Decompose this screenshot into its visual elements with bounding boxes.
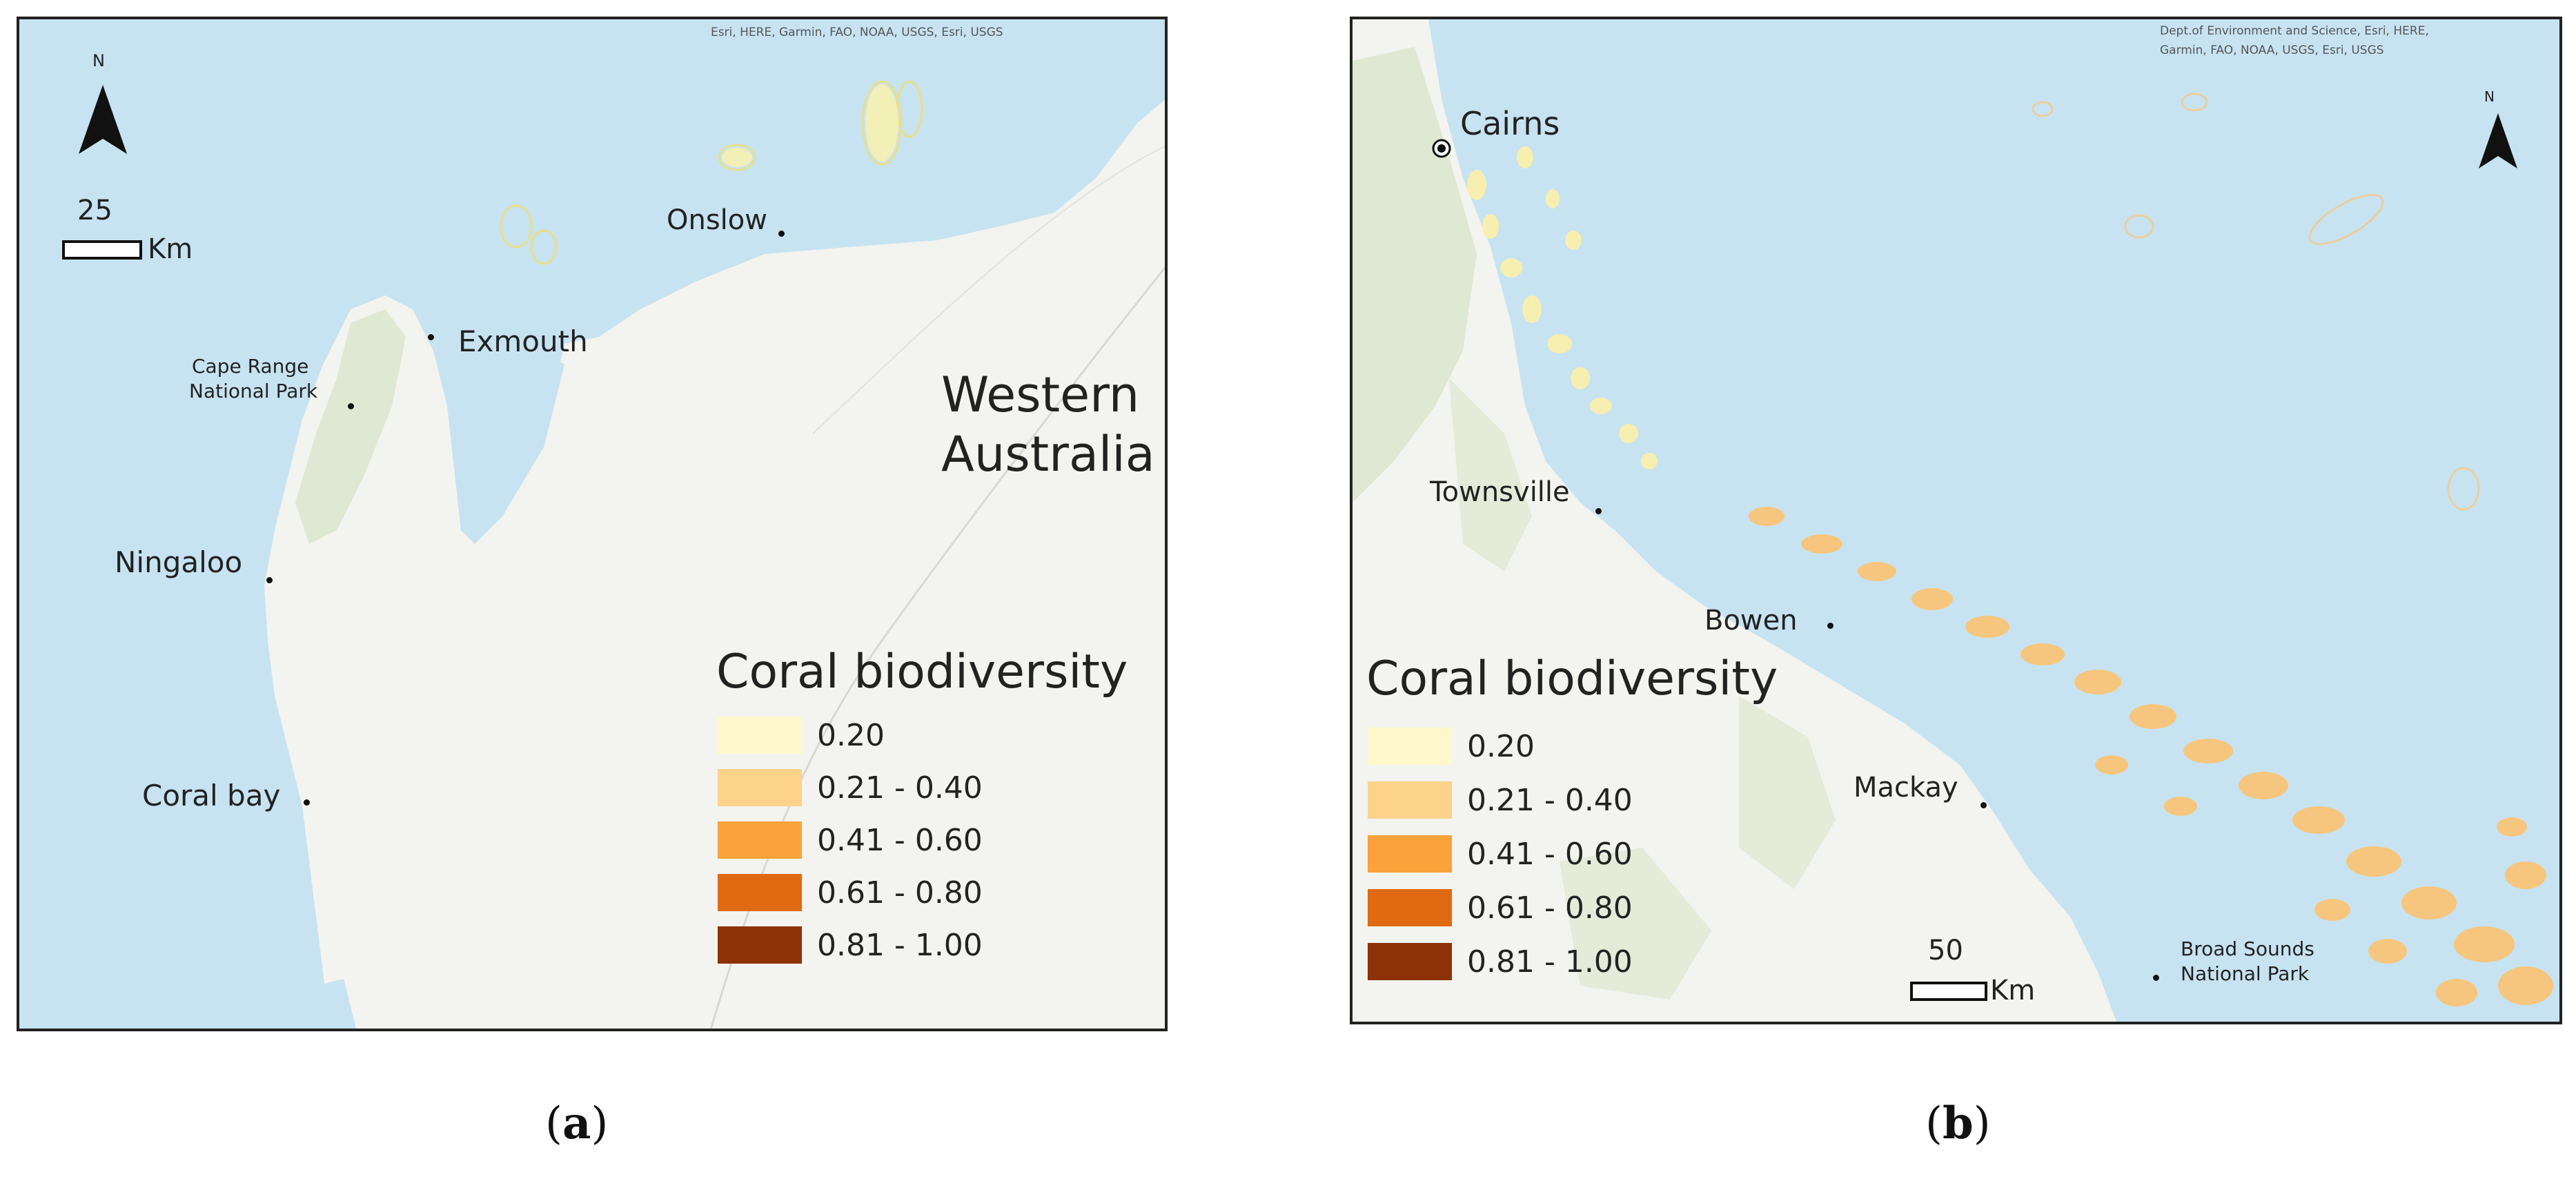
legend-swatch bbox=[1368, 835, 1452, 873]
map-a-scale-value: 25 bbox=[77, 195, 112, 226]
region-label-australia: Australia bbox=[941, 426, 1155, 483]
map-panel-a: Esri, HERE, Garmin, FAO, NOAA, USGS, Esr… bbox=[17, 17, 1168, 1031]
place-marker-mackay bbox=[1980, 802, 1987, 808]
place-marker-bowen bbox=[1827, 623, 1833, 629]
map-a-basemap bbox=[19, 19, 1165, 1029]
place-label-bowen: Bowen bbox=[1704, 605, 1798, 636]
legend-swatch bbox=[718, 717, 802, 754]
place-label-cape-range-1: Cape Range bbox=[192, 355, 309, 378]
map-a-north-label: N bbox=[92, 51, 105, 70]
map-b-legend-item-3: 0.41 - 0.60 bbox=[1368, 835, 1633, 873]
map-b-legend-item-5: 0.81 - 1.00 bbox=[1368, 943, 1633, 980]
map-a-scale-unit: Km bbox=[148, 233, 193, 265]
map-a-legend-item-5: 0.81 - 1.00 bbox=[718, 926, 983, 964]
map-b-land bbox=[1353, 19, 2116, 1022]
place-marker-coral-bay bbox=[304, 799, 310, 806]
place-label-broad-sounds-2: National Park bbox=[2181, 962, 2310, 985]
map-a-legend-item-3: 0.41 - 0.60 bbox=[718, 821, 983, 859]
legend-swatch bbox=[1368, 781, 1452, 819]
map-b-north-label: N bbox=[2484, 88, 2495, 105]
map-b-attribution-1: Dept.of Environment and Science, Esri, H… bbox=[2160, 24, 2429, 38]
legend-swatch bbox=[718, 926, 802, 964]
place-label-exmouth: Exmouth bbox=[458, 324, 588, 358]
legend-swatch bbox=[1368, 728, 1452, 765]
map-b-legend-title: Coral biodiversity bbox=[1366, 652, 1778, 706]
place-marker-broad-sounds bbox=[2153, 975, 2159, 981]
map-a-legend-item-2: 0.21 - 0.40 bbox=[718, 769, 983, 806]
map-a-scale-bar bbox=[62, 240, 142, 260]
map-b-scale-bar bbox=[1910, 982, 1987, 1001]
region-label-western: Western bbox=[941, 367, 1140, 423]
map-a-legend-title: Coral biodiversity bbox=[716, 645, 1128, 699]
place-label-townsville: Townsville bbox=[1430, 476, 1570, 508]
legend-swatch bbox=[718, 874, 802, 911]
caption-a: (a) bbox=[545, 1098, 609, 1149]
map-b-scale-value: 50 bbox=[1928, 935, 1963, 966]
map-b-legend-item-4: 0.61 - 0.80 bbox=[1368, 889, 1633, 926]
caption-a-letter: a bbox=[562, 1098, 591, 1149]
map-a-park bbox=[295, 309, 406, 544]
city-marker-icon bbox=[1432, 139, 1451, 158]
place-label-onslow: Onslow bbox=[667, 204, 767, 236]
place-marker-ningaloo bbox=[266, 577, 273, 583]
place-label-mackay: Mackay bbox=[1854, 772, 1958, 804]
legend-swatch bbox=[718, 769, 802, 806]
map-a-legend-item-4: 0.61 - 0.80 bbox=[718, 874, 983, 911]
legend-swatch bbox=[1368, 943, 1452, 980]
map-b-legend-item-1: 0.20 bbox=[1368, 728, 1535, 765]
map-b-basemap bbox=[1353, 19, 2559, 1022]
map-a-legend-item-1: 0.20 bbox=[718, 717, 885, 754]
place-label-cairns: Cairns bbox=[1460, 105, 1560, 142]
place-marker-onslow bbox=[778, 231, 785, 237]
map-panel-b: Dept.of Environment and Science, Esri, H… bbox=[1350, 17, 2562, 1024]
caption-b: (b) bbox=[1925, 1098, 1991, 1149]
place-label-cape-range-2: National Park bbox=[189, 380, 318, 402]
legend-swatch bbox=[1368, 889, 1452, 926]
place-label-ningaloo: Ningaloo bbox=[115, 545, 243, 579]
place-marker-townsville bbox=[1595, 508, 1602, 514]
map-a-land bbox=[264, 99, 1165, 1029]
map-b-attribution-2: Garmin, FAO, NOAA, USGS, Esri, USGS bbox=[2160, 43, 2384, 57]
place-marker-cape-range bbox=[348, 403, 354, 409]
place-label-broad-sounds-1: Broad Sounds bbox=[2181, 937, 2314, 960]
caption-b-letter: b bbox=[1942, 1098, 1974, 1149]
map-a-attribution: Esri, HERE, Garmin, FAO, NOAA, USGS, Esr… bbox=[711, 26, 1003, 39]
north-arrow-icon bbox=[79, 85, 127, 154]
place-marker-exmouth bbox=[428, 334, 434, 340]
map-b-scale-unit: Km bbox=[1990, 975, 2036, 1006]
legend-swatch bbox=[718, 821, 802, 859]
place-label-coral-bay: Coral bay bbox=[142, 779, 281, 812]
map-b-legend-item-2: 0.21 - 0.40 bbox=[1368, 781, 1633, 819]
north-arrow-icon bbox=[2479, 113, 2517, 168]
